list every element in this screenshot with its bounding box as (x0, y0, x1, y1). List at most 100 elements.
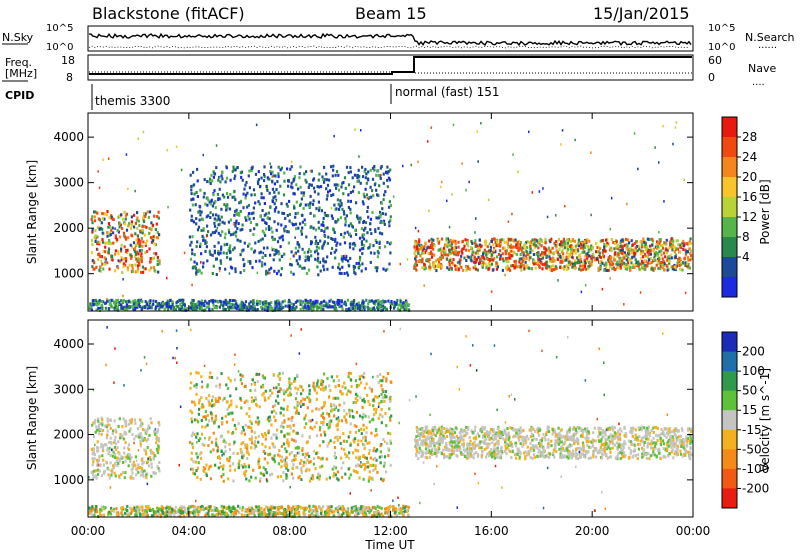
data-cell (533, 245, 536, 249)
data-cell (649, 252, 652, 256)
data-cell (139, 444, 142, 448)
data-cell (635, 261, 637, 264)
data-cell (125, 212, 128, 216)
data-cell (566, 445, 569, 449)
data-cell (455, 426, 458, 430)
data-cell (209, 233, 213, 237)
data-cell (277, 269, 280, 273)
data-cell (514, 265, 517, 269)
data-cell (682, 437, 685, 441)
data-cell (640, 242, 644, 246)
data-cell (335, 186, 338, 190)
data-cell (262, 300, 266, 304)
data-cell (90, 470, 93, 474)
data-cell (676, 247, 679, 251)
data-cell (652, 426, 655, 430)
data-cell (588, 262, 592, 266)
data-cell (638, 428, 641, 432)
data-cell (489, 245, 492, 249)
data-cell (312, 226, 315, 230)
data-cell (572, 449, 575, 453)
data-cell (643, 426, 646, 430)
data-cell (440, 254, 443, 258)
data-cell (647, 452, 650, 456)
data-cell (488, 454, 491, 458)
data-cell (593, 426, 596, 430)
data-cell (298, 257, 301, 261)
data-cell (230, 303, 233, 307)
data-cell (688, 454, 691, 458)
data-cell (260, 196, 263, 200)
data-cell (673, 245, 676, 249)
data-cell (227, 305, 230, 309)
data-cell (537, 426, 540, 430)
data-cell (193, 260, 196, 264)
data-cell (273, 202, 276, 206)
data-cell (419, 449, 422, 453)
data-cell (645, 456, 649, 460)
data-cell (114, 252, 117, 256)
data-cell (635, 262, 638, 266)
data-cell (99, 269, 102, 273)
data-cell (681, 442, 684, 446)
data-cell (360, 240, 363, 244)
data-cell (538, 448, 541, 452)
data-cell (242, 192, 245, 196)
data-cell (661, 266, 664, 270)
data-cell (248, 242, 251, 246)
data-cell (255, 259, 258, 263)
data-cell (283, 299, 286, 303)
data-cell (490, 253, 494, 257)
data-cell (263, 202, 266, 205)
data-cell (452, 435, 455, 439)
data-cell (503, 450, 506, 454)
data-cell (331, 216, 334, 220)
data-cell (362, 192, 365, 196)
data-cell (613, 435, 616, 439)
data-cell (545, 260, 548, 264)
data-cell (555, 450, 558, 454)
data-cell (298, 204, 302, 207)
data-cell (235, 230, 238, 234)
data-cell (219, 251, 222, 255)
data-cell (277, 191, 280, 195)
data-cell (550, 264, 553, 268)
data-cell (356, 180, 359, 183)
data-cell (641, 455, 644, 459)
data-cell (402, 164, 404, 168)
data-cell (690, 257, 693, 260)
data-cell (141, 472, 144, 476)
data-cell (336, 301, 339, 305)
data-cell (312, 307, 315, 311)
data-cell (140, 473, 143, 477)
data-cell (216, 192, 219, 196)
data-cell (480, 428, 483, 432)
data-cell (431, 252, 434, 256)
data-cell (253, 227, 256, 231)
data-cell (670, 256, 673, 260)
data-cell (624, 442, 627, 446)
data-cell (635, 244, 639, 248)
data-cell (457, 441, 460, 445)
data-cell (362, 237, 366, 241)
data-cell (465, 456, 468, 460)
data-cell (349, 199, 352, 203)
data-cell (550, 237, 553, 241)
data-cell (369, 251, 373, 255)
data-cell (674, 449, 677, 453)
data-cell (309, 225, 312, 229)
data-cell (298, 264, 301, 268)
data-cell (360, 247, 364, 251)
data-cell (338, 204, 341, 208)
data-cell (665, 251, 668, 255)
data-cell (137, 303, 141, 307)
data-cell (427, 252, 430, 256)
data-cell (110, 298, 113, 302)
data-cell (114, 435, 117, 439)
data-cell (580, 290, 583, 294)
data-cell (282, 305, 285, 309)
data-cell (480, 446, 483, 450)
data-cell (630, 261, 633, 265)
data-cell (352, 264, 355, 268)
data-cell (97, 458, 100, 462)
